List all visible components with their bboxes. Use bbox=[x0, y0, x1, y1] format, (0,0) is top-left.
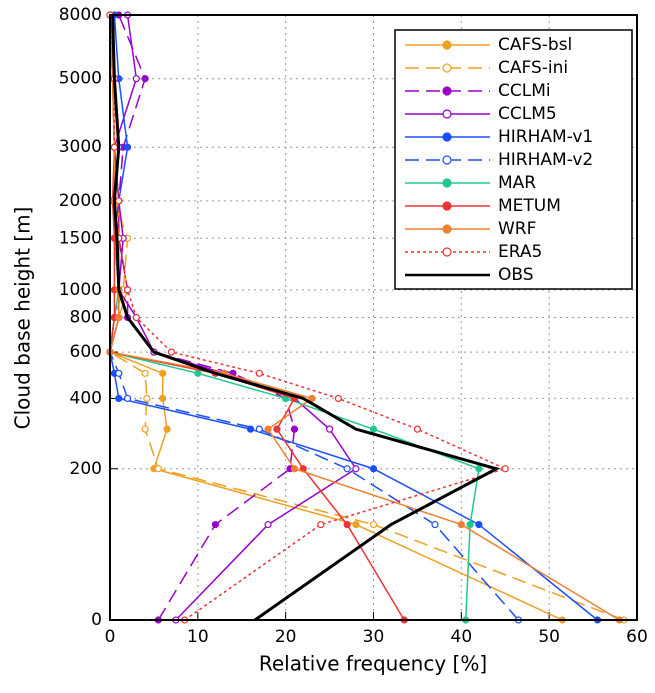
data-point bbox=[317, 520, 325, 529]
legend-label: OBS bbox=[498, 265, 534, 285]
legend-marker bbox=[442, 63, 452, 73]
data-point bbox=[132, 313, 140, 322]
legend-label: CCLMi bbox=[498, 81, 551, 101]
x-tick-label: 10 bbox=[187, 627, 209, 647]
data-point bbox=[159, 369, 167, 377]
data-point bbox=[343, 465, 351, 473]
legend-marker bbox=[442, 109, 452, 119]
data-point bbox=[255, 425, 263, 433]
data-point bbox=[115, 313, 123, 322]
data-point bbox=[334, 394, 342, 403]
series-line bbox=[109, 14, 508, 621]
legend-marker bbox=[442, 155, 452, 165]
data-point bbox=[211, 520, 219, 529]
data-point bbox=[431, 520, 439, 529]
legend-marker bbox=[442, 247, 452, 257]
series-line bbox=[109, 14, 405, 621]
data-point bbox=[159, 394, 167, 403]
data-point bbox=[123, 394, 132, 403]
data-point bbox=[141, 75, 149, 83]
x-tick-label: 30 bbox=[363, 627, 385, 647]
data-point bbox=[154, 465, 162, 473]
y-tick-label: 1000 bbox=[59, 280, 102, 300]
legend-marker bbox=[442, 86, 452, 96]
data-point bbox=[132, 75, 140, 83]
x-tick-label: 50 bbox=[538, 627, 560, 647]
y-tick-label: 200 bbox=[70, 459, 102, 479]
data-point bbox=[343, 520, 351, 529]
data-point bbox=[115, 369, 123, 377]
data-point bbox=[115, 197, 123, 205]
data-point bbox=[167, 348, 176, 356]
series-line bbox=[111, 14, 501, 622]
x-tick-label: 60 bbox=[626, 627, 648, 647]
data-point bbox=[194, 369, 202, 377]
data-point bbox=[308, 394, 316, 403]
data-point bbox=[163, 425, 171, 433]
legend-label: METUM bbox=[498, 196, 561, 216]
y-tick-label: 0 bbox=[91, 610, 102, 630]
y-tick-label: 2000 bbox=[59, 191, 102, 211]
legend-label: HIRHAM-v1 bbox=[498, 127, 593, 147]
data-point bbox=[457, 520, 465, 529]
legend-label: MAR bbox=[498, 173, 536, 193]
legend-marker bbox=[442, 201, 452, 211]
data-point bbox=[466, 520, 474, 529]
data-point bbox=[369, 425, 378, 433]
data-point bbox=[290, 465, 299, 473]
x-axis-label: Relative frequency [%] bbox=[259, 652, 487, 676]
legend-marker bbox=[442, 178, 452, 188]
series-line bbox=[113, 14, 357, 621]
data-point bbox=[255, 369, 263, 377]
x-tick-label: 40 bbox=[451, 627, 473, 647]
data-point bbox=[110, 143, 118, 151]
y-tick-label: 1500 bbox=[59, 228, 102, 248]
y-tick-label: 800 bbox=[70, 308, 102, 328]
data-point bbox=[413, 425, 422, 433]
x-tick-label: 20 bbox=[275, 627, 297, 647]
data-point bbox=[325, 425, 334, 433]
data-point bbox=[141, 425, 149, 433]
y-tick-label: 8000 bbox=[59, 5, 102, 25]
legend-marker bbox=[442, 132, 452, 142]
data-point bbox=[475, 465, 483, 473]
y-axis-label: Cloud base height [m] bbox=[11, 207, 35, 430]
x-tick-label: 0 bbox=[105, 627, 116, 647]
data-point bbox=[264, 520, 272, 529]
legend-label: HIRHAM-v2 bbox=[498, 150, 593, 170]
data-point bbox=[123, 143, 132, 151]
data-point bbox=[273, 425, 281, 433]
data-point bbox=[369, 520, 378, 529]
data-point bbox=[143, 394, 151, 403]
legend-label: CCLM5 bbox=[498, 104, 557, 124]
data-point bbox=[369, 465, 378, 473]
data-point bbox=[123, 286, 132, 294]
legend-label: CAFS-ini bbox=[498, 58, 568, 78]
legend-label: CAFS-bsl bbox=[498, 35, 572, 55]
y-tick-label: 400 bbox=[70, 388, 102, 408]
data-point bbox=[501, 465, 509, 473]
data-point bbox=[246, 425, 255, 433]
y-tick-label: 3000 bbox=[59, 137, 102, 157]
plot-frame bbox=[109, 14, 638, 621]
data-point bbox=[352, 520, 360, 529]
legend-label: ERA5 bbox=[498, 242, 542, 262]
y-tick-label: 5000 bbox=[59, 69, 102, 89]
data-point bbox=[115, 394, 123, 403]
legend-marker bbox=[442, 40, 452, 50]
data-point bbox=[475, 520, 483, 529]
data-point bbox=[141, 369, 149, 377]
data-point bbox=[290, 425, 299, 433]
legend-marker bbox=[442, 224, 452, 234]
data-point bbox=[264, 425, 272, 433]
y-tick-label: 600 bbox=[70, 342, 102, 362]
legend-label: WRF bbox=[498, 219, 536, 239]
data-point bbox=[352, 465, 360, 473]
